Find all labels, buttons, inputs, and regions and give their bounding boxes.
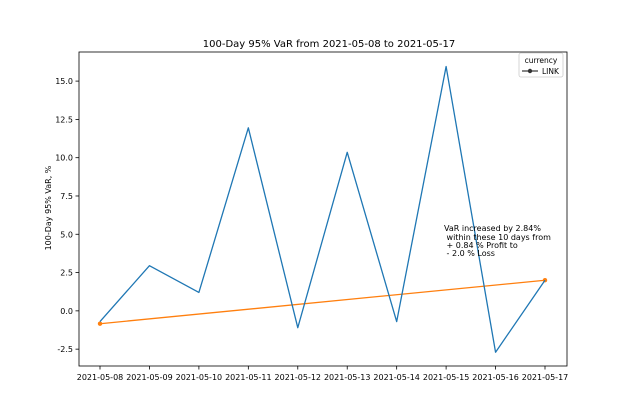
y-tick-label-2: 2.5: [60, 269, 73, 278]
x-tick-label-6: 2021-05-14: [373, 373, 420, 382]
trend-start-point: [97, 321, 103, 326]
series-line-link: [99, 65, 546, 353]
chart-title: 100-Day 95% VaR from 2021-05-08 to 2021-…: [203, 39, 455, 50]
y-tick-label-4: 7.5: [60, 192, 73, 201]
y-tick-label-3: 5.0: [60, 230, 73, 239]
x-tick-label-8: 2021-05-16: [472, 373, 519, 382]
legend-entry-link: LINK: [542, 67, 560, 76]
plot-frame: [78, 51, 568, 367]
annotation-line-3: + 0.84 % Profit to: [444, 241, 518, 250]
plot-area: [97, 65, 548, 353]
var-annotation: VaR increased by 2.84% within these 10 d…: [444, 224, 551, 258]
trend-line: [99, 279, 546, 325]
y-tick-label-0: -2.5: [57, 345, 73, 354]
annotation-line-4: - 2.0 % Loss: [444, 249, 495, 258]
annotation-line-1: VaR increased by 2.84%: [444, 224, 541, 233]
legend-title: currency: [525, 56, 558, 65]
annotation-line-2: within these 10 days from: [444, 233, 551, 242]
x-tick-label-0: 2021-05-08: [77, 373, 124, 382]
y-tick-label-6: 12.5: [55, 115, 73, 124]
y-tick-label-7: 15.0: [55, 77, 73, 86]
x-tick-label-9: 2021-05-17: [522, 373, 569, 382]
x-tick-label-2: 2021-05-10: [176, 373, 223, 382]
x-tick-label-3: 2021-05-11: [225, 373, 272, 382]
x-tick-label-7: 2021-05-15: [423, 373, 470, 382]
y-axis-label: 100-Day 95% VaR, %: [44, 165, 53, 250]
y-tick-label-1: 0.0: [60, 307, 73, 316]
legend: currency LINK: [518, 52, 564, 78]
legend-marker-sample: [527, 68, 533, 74]
y-tick-label-5: 10.0: [55, 154, 73, 163]
x-tick-label-5: 2021-05-13: [324, 373, 371, 382]
x-tick-label-4: 2021-05-12: [275, 373, 322, 382]
x-tick-label-1: 2021-05-09: [126, 373, 173, 382]
